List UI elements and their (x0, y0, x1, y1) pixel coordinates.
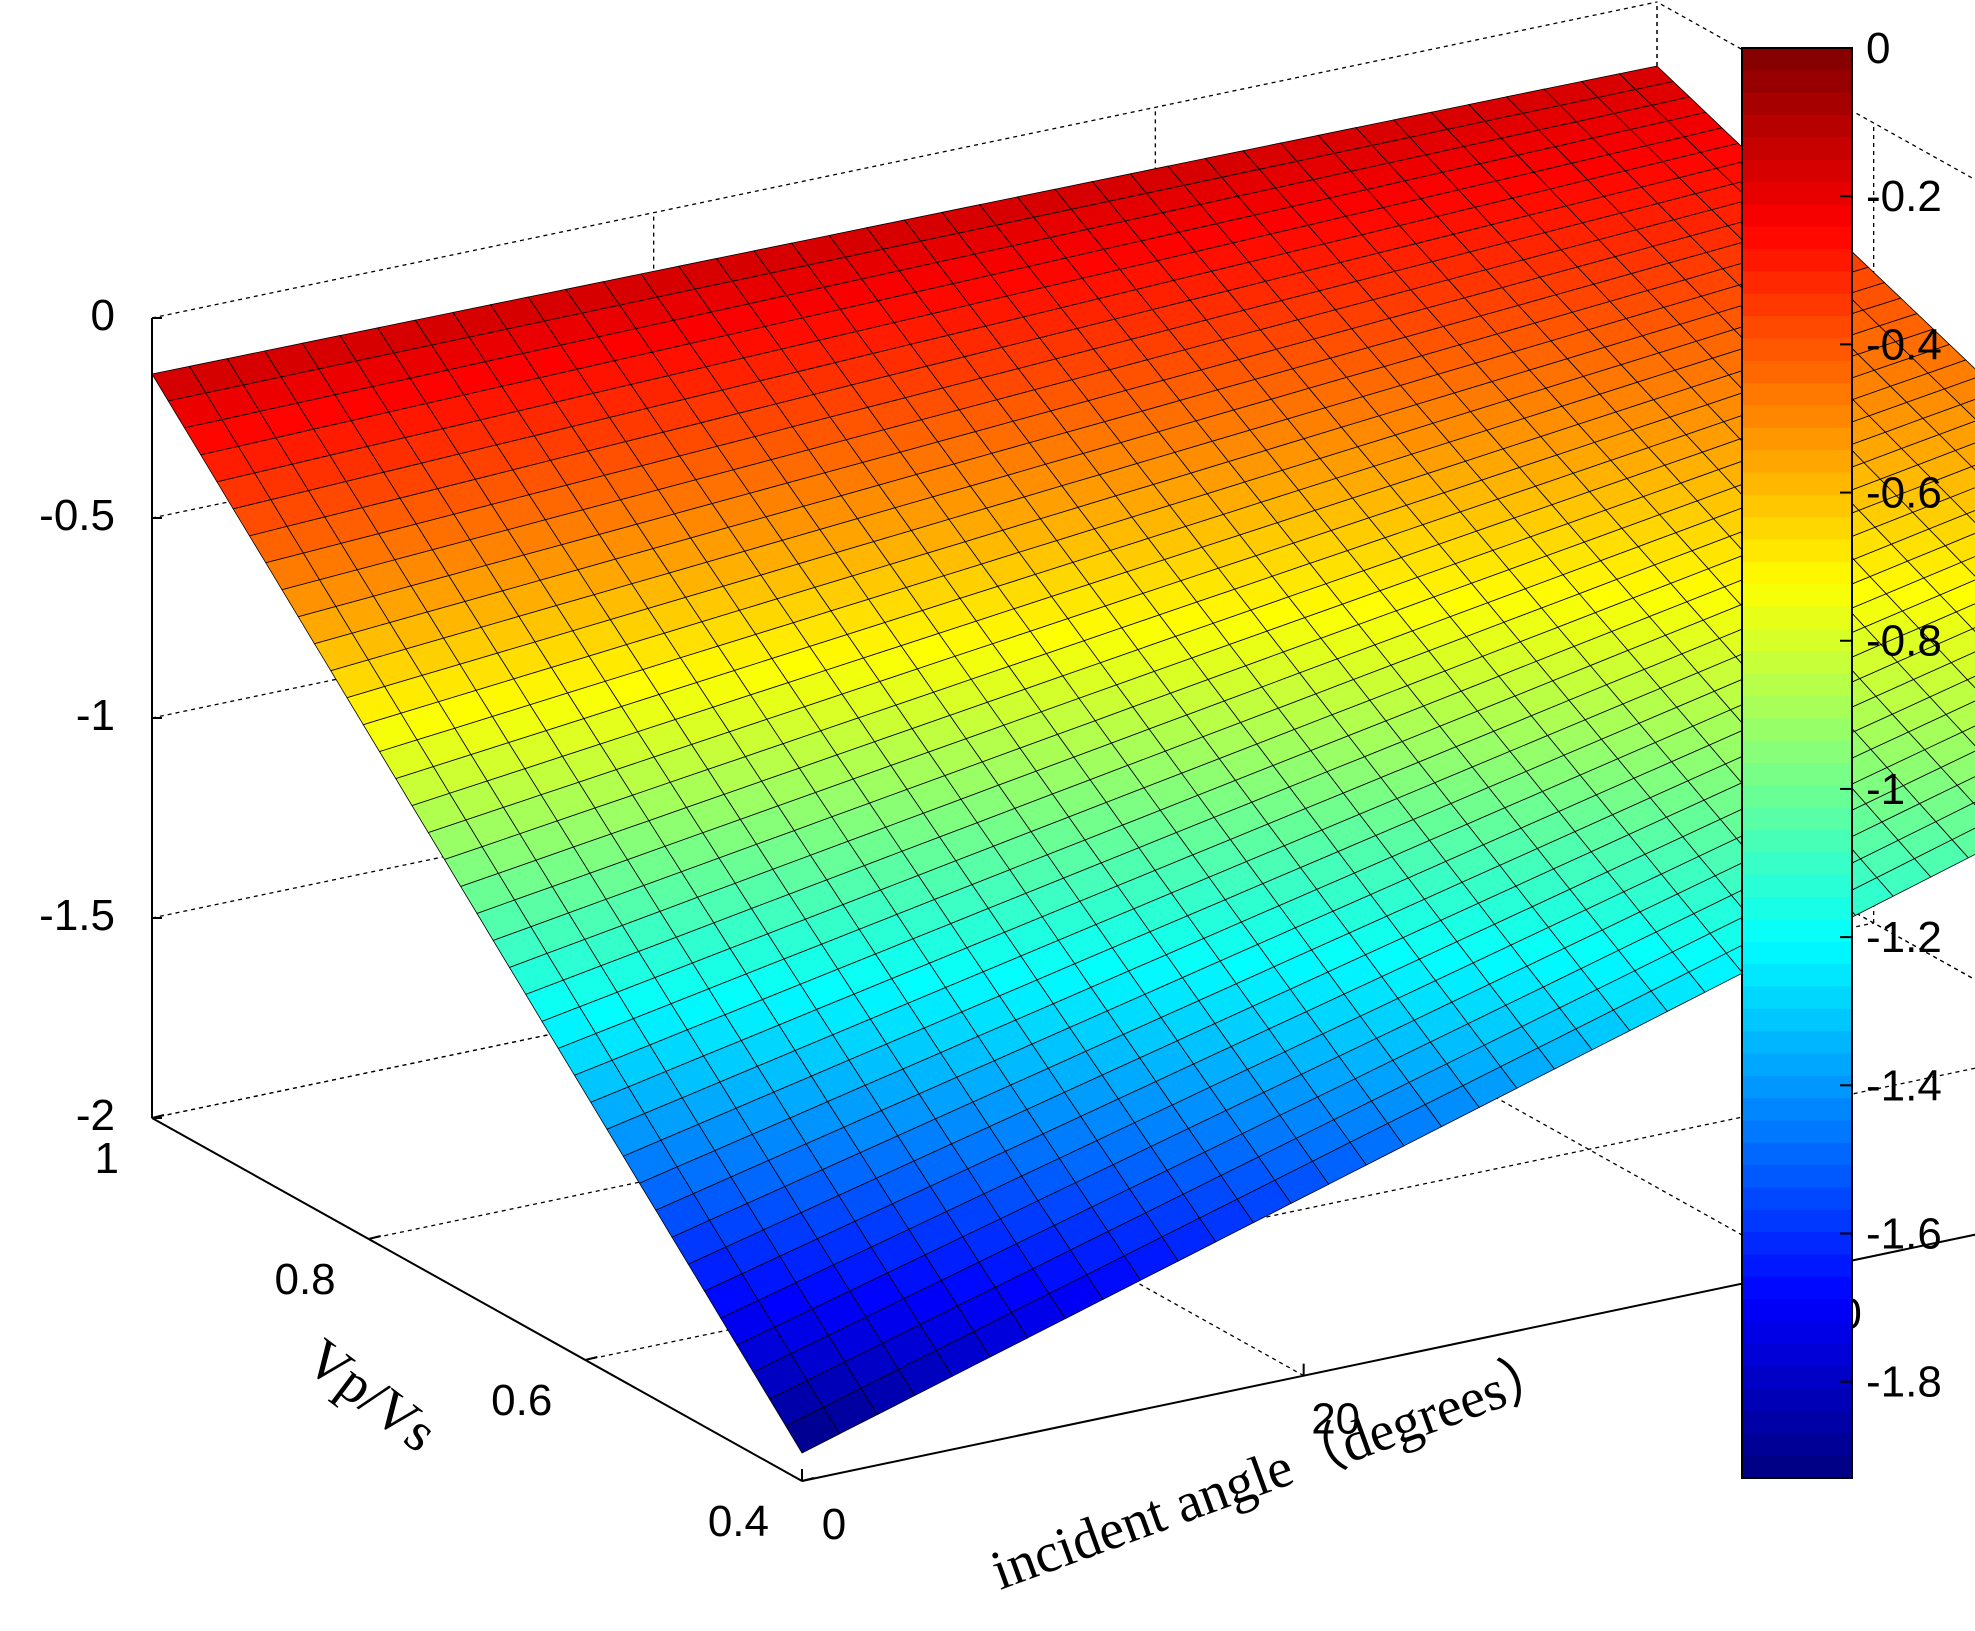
colorbar-tick-label: -1.6 (1866, 1209, 1942, 1258)
colorbar-tick-label: -1.8 (1866, 1358, 1942, 1407)
colorbar-segment (1742, 741, 1852, 764)
colorbar-segment (1742, 182, 1852, 205)
colorbar-segment (1742, 1098, 1852, 1121)
colorbar-tick-label: -1 (1866, 765, 1905, 814)
colorbar-segment (1742, 204, 1852, 227)
colorbar-segment (1742, 1389, 1852, 1412)
z-tick-label: -1.5 (39, 891, 115, 940)
surface-mesh (152, 66, 1975, 1453)
colorbar-segment (1742, 919, 1852, 942)
colorbar-segment (1742, 830, 1852, 853)
colorbar-segment (1742, 1344, 1852, 1367)
colorbar-tick-label: -0.6 (1866, 469, 1942, 518)
colorbar-segment (1742, 249, 1852, 272)
colorbar-segment (1742, 1121, 1852, 1144)
colorbar-segment (1742, 1322, 1852, 1345)
colorbar-segment (1742, 1210, 1852, 1233)
z-tick-label: -1 (76, 691, 115, 740)
colorbar-segment (1742, 540, 1852, 563)
colorbar-segment (1742, 1053, 1852, 1076)
colorbar-segment (1742, 1188, 1852, 1211)
colorbar-segment (1742, 897, 1852, 920)
colorbar-segment (1742, 383, 1852, 406)
colorbar-segment (1742, 428, 1852, 451)
z-tick-label: 0 (91, 291, 115, 340)
colorbar-segment (1742, 1165, 1852, 1188)
colorbar-segment (1742, 160, 1852, 183)
colorbar-tick-label: -1.2 (1866, 913, 1942, 962)
colorbar-segment (1742, 1433, 1852, 1456)
colorbar-segment (1742, 495, 1852, 518)
colorbar-tick-label: -0.4 (1866, 320, 1942, 369)
colorbar-segment (1742, 785, 1852, 808)
colorbar-segment (1742, 964, 1852, 987)
colorbar-segment (1742, 607, 1852, 630)
colorbar-segment (1742, 674, 1852, 697)
colorbar-segment (1742, 808, 1852, 831)
colorbar-tick-label: -0.8 (1866, 617, 1942, 666)
colorbar-segment (1742, 473, 1852, 496)
y-axis-label: Vp/Vs (294, 1327, 448, 1465)
colorbar-segment (1742, 1076, 1852, 1099)
colorbar-segment (1742, 137, 1852, 160)
colorbar-segment (1742, 1366, 1852, 1389)
colorbar-segment (1742, 718, 1852, 741)
colorbar-segment (1742, 93, 1852, 116)
colorbar-segment (1742, 1411, 1852, 1434)
colorbar-segment (1742, 517, 1852, 540)
colorbar-segment (1742, 942, 1852, 965)
x-tick-label: 0 (822, 1500, 846, 1549)
colorbar-segment (1742, 48, 1852, 71)
colorbar-segment (1742, 1031, 1852, 1054)
colorbar-segment (1742, 316, 1852, 339)
y-tick-label: 0.6 (491, 1376, 552, 1425)
y-tick-label: 0.8 (274, 1255, 335, 1304)
colorbar-segment (1742, 1299, 1852, 1322)
colorbar-segment (1742, 1277, 1852, 1300)
colorbar-segment (1742, 763, 1852, 786)
y-tick-label: 0.4 (708, 1497, 769, 1546)
colorbar-segment (1742, 1009, 1852, 1032)
colorbar-tick-label: 0 (1866, 24, 1890, 73)
z-tick-label: -0.5 (39, 491, 115, 540)
y-tick-label: 1 (95, 1134, 119, 1183)
colorbar-segment (1742, 271, 1852, 294)
z-tick-label: -2 (76, 1091, 115, 1140)
colorbar-segment (1742, 562, 1852, 585)
colorbar-tick-label: -0.2 (1866, 172, 1942, 221)
colorbar-segment (1742, 450, 1852, 473)
colorbar-segment (1742, 294, 1852, 317)
colorbar-segment (1742, 338, 1852, 361)
colorbar-segment (1742, 361, 1852, 384)
colorbar-segment (1742, 986, 1852, 1009)
colorbar-segment (1742, 651, 1852, 674)
colorbar-segment (1742, 406, 1852, 429)
colorbar-segment (1742, 70, 1852, 93)
x-axis-label: incident angle（degrees） (983, 1339, 1567, 1602)
colorbar-segment (1742, 629, 1852, 652)
colorbar-segment (1742, 852, 1852, 875)
colorbar-segment (1742, 696, 1852, 719)
colorbar-segment (1742, 1456, 1852, 1479)
colorbar-segment (1742, 584, 1852, 607)
colorbar-tick-label: -1.4 (1866, 1061, 1942, 1110)
colorbar-segment (1742, 1143, 1852, 1166)
colorbar-segment (1742, 1255, 1852, 1278)
colorbar-segment (1742, 875, 1852, 898)
colorbar-segment (1742, 1232, 1852, 1255)
colorbar-segment (1742, 115, 1852, 138)
colorbar-segment (1742, 227, 1852, 250)
